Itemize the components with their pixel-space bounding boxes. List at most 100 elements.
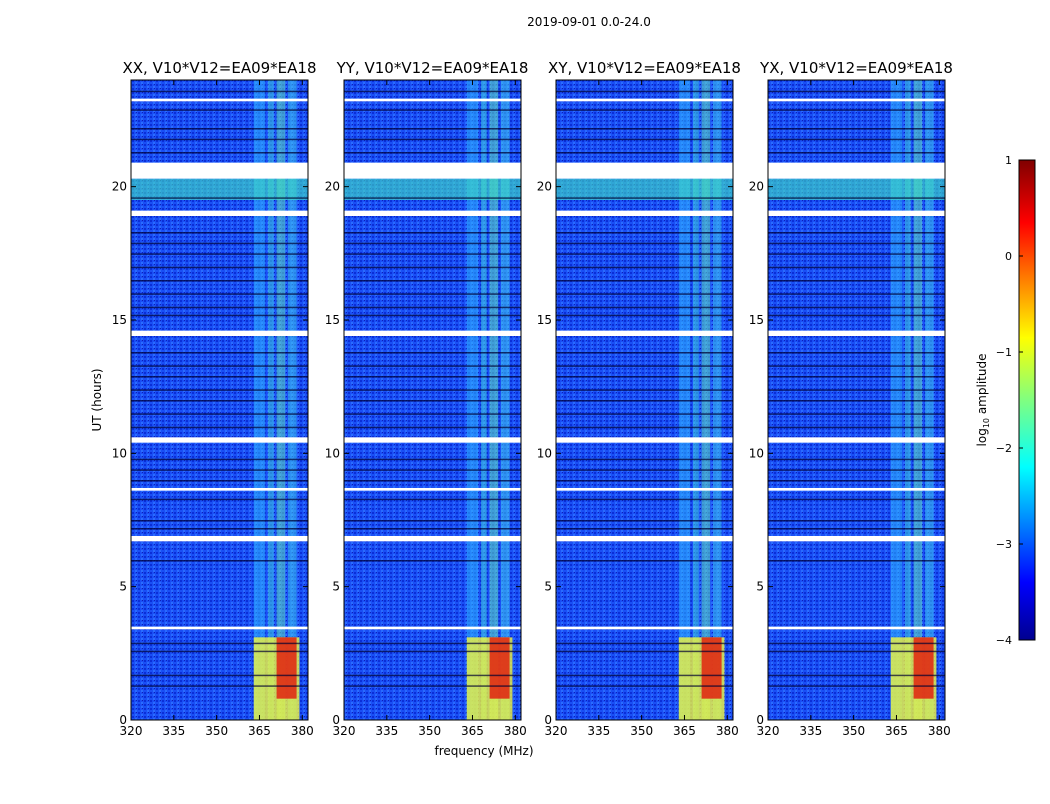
flag-band <box>556 330 733 336</box>
flag-line <box>131 480 308 482</box>
x-tick-label: 335 <box>587 724 610 738</box>
flag-line <box>344 400 521 402</box>
flag-line <box>556 469 733 471</box>
flag-line <box>131 413 308 415</box>
flag-line <box>344 306 521 309</box>
flag-band <box>344 98 521 102</box>
flag-line <box>344 674 521 677</box>
flag-band <box>344 437 521 443</box>
panel-frame <box>767 79 946 721</box>
flag-line <box>131 242 308 245</box>
x-tick-label: 380 <box>504 724 527 738</box>
flag-line <box>768 400 945 402</box>
flag-line <box>768 90 945 93</box>
flag-line <box>556 293 733 295</box>
rfi-band <box>131 178 308 200</box>
flag-line <box>131 528 308 530</box>
flag-line <box>768 528 945 530</box>
flag-band <box>344 210 521 216</box>
y-tick-label: 15 <box>325 313 340 327</box>
x-tick-label: 320 <box>120 724 143 738</box>
flag-line <box>768 306 945 309</box>
flag-line <box>556 266 733 269</box>
flag-line <box>768 314 945 317</box>
flag-line <box>768 498 945 501</box>
colorbar-ticks: 1 0 −1 −2 −3 −4 <box>996 154 1023 647</box>
flag-line <box>556 458 733 461</box>
flag-line <box>768 480 945 482</box>
flag-band <box>768 437 945 443</box>
flag-line <box>556 560 733 562</box>
rfi-band <box>768 178 945 200</box>
y-tick-label: 20 <box>325 180 340 194</box>
panel-title: YY, V10*V12=EA09*EA18 <box>336 59 529 77</box>
flag-band <box>556 98 733 102</box>
flag-line <box>768 109 945 111</box>
flag-line <box>131 520 308 522</box>
flag-line <box>768 293 945 295</box>
x-tick-label: 320 <box>333 724 356 738</box>
panel-frame <box>343 79 522 721</box>
flag-line <box>556 498 733 501</box>
flag-line <box>344 197 521 199</box>
y-tick-label: 5 <box>119 580 127 594</box>
flag-line <box>768 352 945 354</box>
flag-line <box>768 365 945 367</box>
x-tick-label: 365 <box>885 724 908 738</box>
flag-band <box>344 488 521 491</box>
panel-1: XX, V10*V12=EA09*EA18 320 335 350 365 380 0 5 10… <box>112 59 317 738</box>
panel-title: YX, V10*V12=EA09*EA18 <box>759 59 953 77</box>
flag-line <box>131 152 308 154</box>
flag-line <box>556 642 733 645</box>
y-tick-label: 15 <box>749 313 764 327</box>
x-tick-label: 350 <box>630 724 653 738</box>
flag-line <box>344 365 521 367</box>
flag-band <box>131 330 308 336</box>
panel-frame <box>130 79 309 721</box>
flag-line <box>768 674 945 677</box>
flag-line <box>131 109 308 111</box>
flag-line <box>131 650 308 653</box>
flag-line <box>344 413 521 415</box>
flag-line <box>344 520 521 522</box>
flag-line <box>556 138 733 141</box>
flag-line <box>344 389 521 391</box>
flag-line <box>344 232 521 234</box>
flag-line <box>556 90 733 93</box>
flag-line <box>131 266 308 269</box>
flag-line <box>131 352 308 354</box>
panel-title: XX, V10*V12=EA09*EA18 <box>122 59 316 77</box>
flag-line <box>131 560 308 562</box>
flag-band <box>768 626 945 630</box>
flag-band <box>131 626 308 630</box>
flag-line <box>344 352 521 354</box>
flag-line <box>344 90 521 93</box>
flag-band <box>768 330 945 336</box>
flag-line <box>344 458 521 461</box>
y-tick-label: 10 <box>749 446 764 460</box>
x-tick-label: 335 <box>162 724 185 738</box>
y-tick-label: 0 <box>544 713 552 727</box>
flag-line <box>344 469 521 471</box>
flag-line <box>556 152 733 154</box>
y-tick-label: 0 <box>756 713 764 727</box>
flag-line <box>768 685 945 687</box>
colorbar-tick-label: −1 <box>996 346 1012 359</box>
flag-line <box>131 253 308 255</box>
x-tick-label: 365 <box>248 724 271 738</box>
flag-band <box>556 488 733 491</box>
y-tick-label: 0 <box>332 713 340 727</box>
flag-line <box>768 642 945 645</box>
flag-band <box>344 330 521 336</box>
flag-band <box>556 536 733 542</box>
flag-line <box>556 376 733 378</box>
y-tick-label: 5 <box>544 580 552 594</box>
flag-line <box>556 232 733 234</box>
flag-line <box>768 389 945 391</box>
flag-line <box>344 109 521 111</box>
flag-line <box>556 520 733 522</box>
flag-band <box>768 488 945 491</box>
flag-band <box>556 210 733 216</box>
